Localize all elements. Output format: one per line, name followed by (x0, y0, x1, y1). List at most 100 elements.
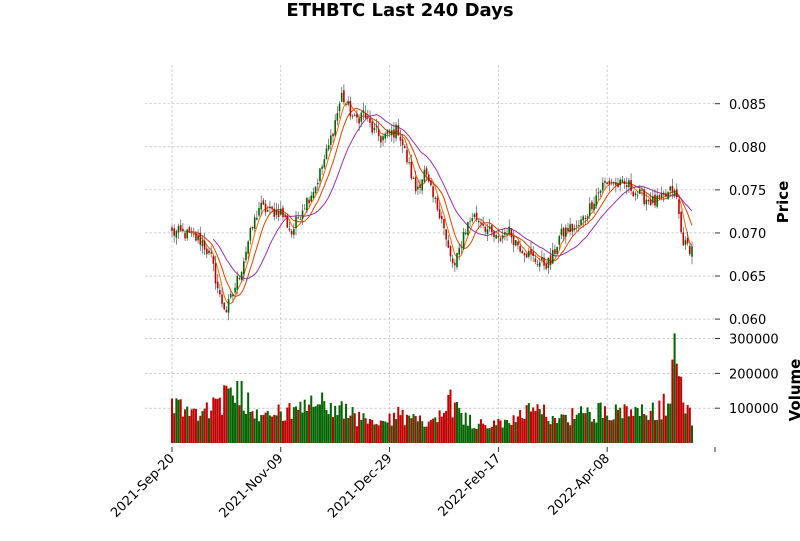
candle (671, 178, 674, 199)
volume-bar (325, 410, 328, 443)
candle-body (451, 258, 454, 264)
volume-bar (556, 423, 559, 443)
volume-bar (490, 426, 493, 443)
candle-body (501, 235, 504, 239)
candle (565, 224, 567, 244)
volume-bar (410, 418, 413, 443)
volume-bar (194, 408, 197, 443)
volume-bar (310, 395, 313, 443)
candle (580, 215, 582, 226)
volume-bar (364, 418, 367, 443)
candle-body (615, 182, 617, 186)
candle-body (242, 261, 245, 275)
candle (353, 112, 356, 117)
price-tick-label: 0.065 (729, 270, 766, 285)
volume-bar (342, 418, 345, 443)
candle-body (425, 168, 428, 175)
volume-bar (669, 403, 672, 443)
volume-bar (580, 406, 583, 443)
candle (216, 274, 219, 294)
volume-bar (573, 419, 576, 443)
volume-bar (171, 398, 173, 443)
candle (469, 217, 471, 228)
volume-bar (236, 380, 239, 443)
candle (506, 229, 508, 241)
candle-body (260, 202, 263, 210)
candle-body (399, 136, 402, 141)
volume-bar (316, 404, 319, 443)
volume-bar (186, 406, 189, 443)
volume-bar (682, 402, 685, 443)
candle-body (586, 216, 589, 219)
volume-bar (595, 422, 598, 443)
candle-body (327, 145, 330, 150)
candle (332, 132, 334, 143)
volume-panel: 100000 200000 300000 (145, 332, 779, 443)
candle-body (427, 174, 430, 182)
candle (188, 225, 191, 234)
candle-body (277, 210, 280, 218)
candle (299, 215, 302, 220)
candle (530, 241, 532, 262)
candle-body (601, 182, 604, 191)
candle (225, 306, 228, 313)
candle (443, 218, 445, 236)
volume-bar (412, 414, 415, 443)
candle-body (199, 232, 202, 245)
candle (377, 121, 380, 142)
candle-body (175, 231, 178, 238)
candle-body (454, 262, 456, 266)
candle (547, 257, 550, 274)
candle (625, 177, 628, 195)
volume-bar (634, 406, 637, 443)
candle-body (314, 186, 317, 194)
candle-body (184, 232, 186, 239)
candle (486, 223, 489, 242)
candle-body (203, 240, 206, 250)
volume-bar (295, 406, 298, 443)
volume-bar (273, 414, 276, 443)
volume-bar (221, 414, 224, 443)
volume-bar (192, 408, 195, 443)
volume-bar (466, 425, 469, 443)
candle-body (464, 232, 467, 235)
volume-bar (308, 404, 311, 443)
candle (282, 205, 284, 221)
volume-bar (453, 402, 456, 443)
volume-bar (199, 415, 202, 443)
candle (277, 204, 280, 222)
candle (249, 226, 252, 245)
volume-bar (640, 404, 643, 443)
volume-bar (471, 428, 474, 443)
candle-body (245, 251, 247, 261)
candle-body (279, 208, 282, 215)
volume-bar (260, 415, 263, 443)
candle-body (334, 120, 336, 136)
candle (340, 87, 343, 102)
candle (578, 220, 580, 232)
candle (236, 271, 239, 295)
volume-bar (538, 409, 541, 443)
volume-bar (345, 403, 348, 443)
volume-bar (225, 385, 228, 443)
volume-bar (671, 359, 674, 443)
volume-bar (488, 428, 491, 443)
candle (401, 135, 404, 153)
candle (408, 157, 410, 166)
volume-bar (223, 385, 226, 443)
candle-body (638, 189, 641, 194)
candle (501, 228, 504, 244)
candle (293, 223, 295, 239)
volume-bar (621, 418, 624, 443)
volume-bar (551, 415, 554, 443)
volume-bar (438, 410, 441, 443)
candle-body (382, 136, 384, 141)
candle-body (469, 220, 471, 222)
candle-body (288, 228, 291, 231)
candle (608, 177, 611, 192)
candle-body (588, 203, 591, 216)
candle (212, 255, 215, 272)
candle-body (658, 195, 661, 198)
candle (360, 111, 363, 127)
